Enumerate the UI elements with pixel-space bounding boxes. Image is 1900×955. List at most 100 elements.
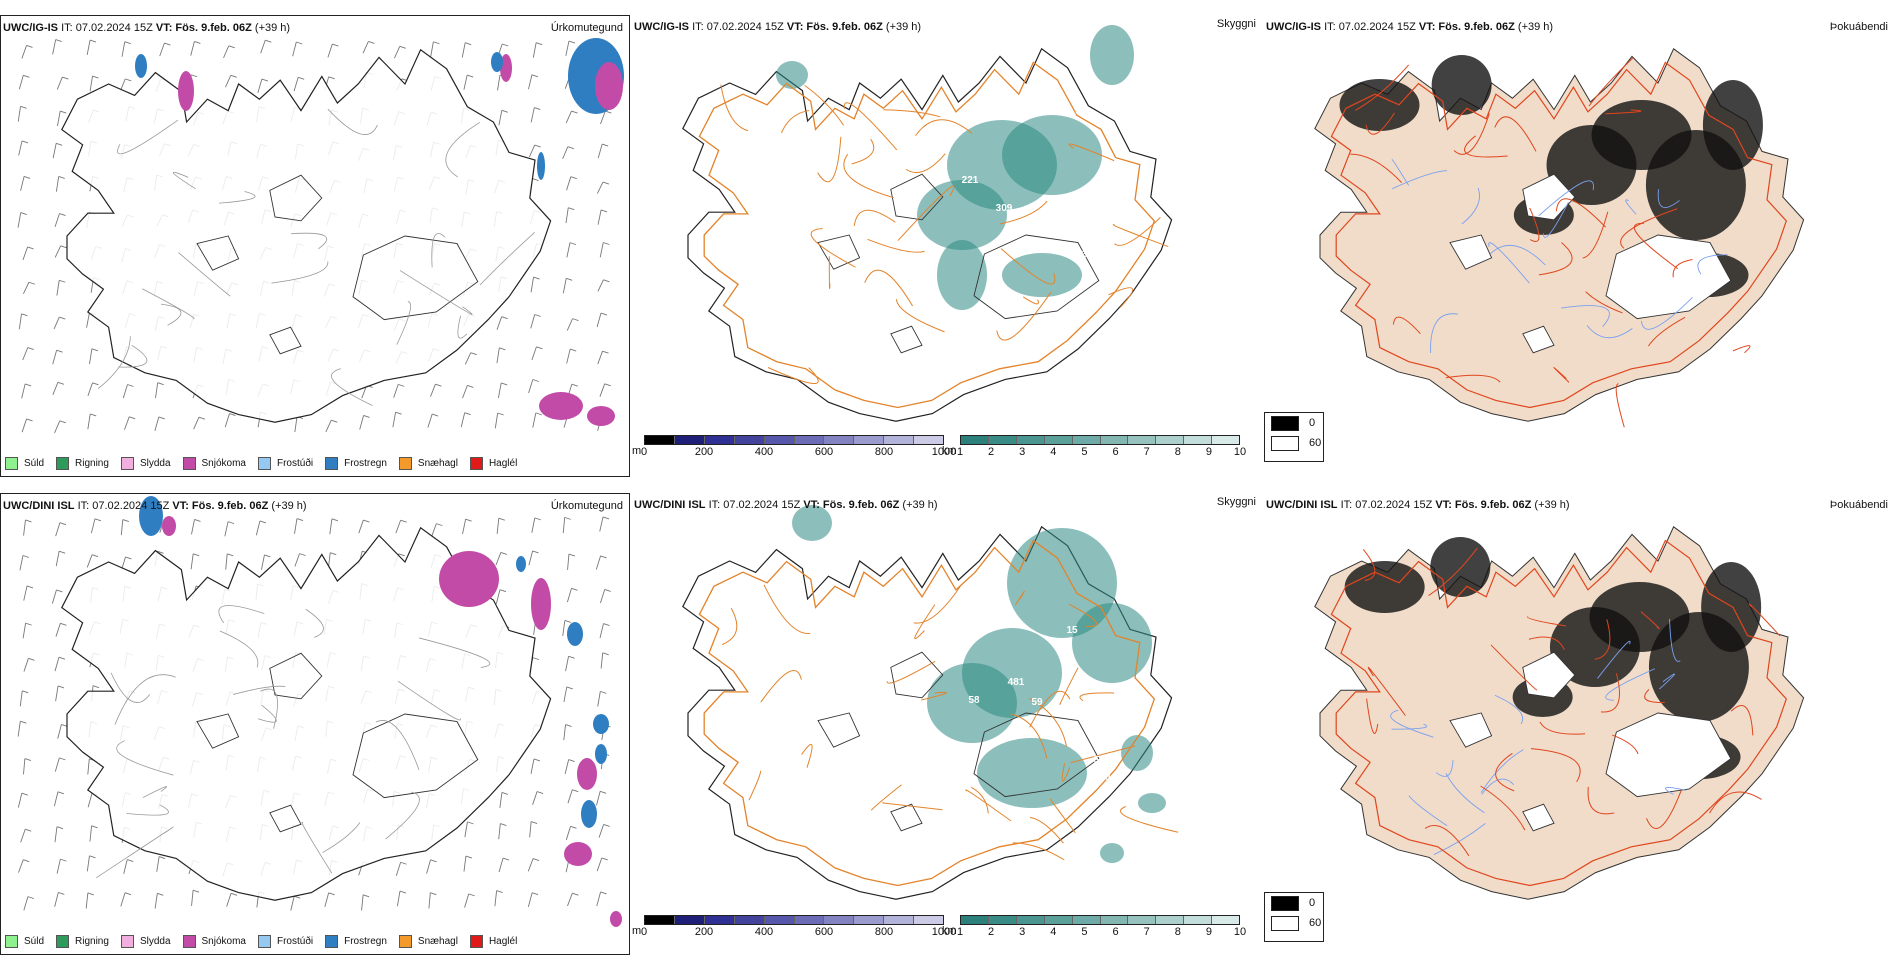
visibility-value-label: 500: [1094, 755, 1111, 766]
panel-header: UWC/DINI ISL IT: 07.02.2024 15Z VT: Fös.…: [1266, 499, 1570, 511]
wind-barb: [23, 758, 26, 775]
wind-barb: [530, 314, 536, 329]
wind-barb: [566, 176, 572, 191]
legend-item: Slydda: [120, 935, 171, 948]
glacier-area: [1449, 234, 1493, 270]
model-name: UWC/DINI ISL: [3, 500, 75, 512]
river-line: [1625, 199, 1637, 215]
wind-barb: [123, 859, 128, 874]
colorbar-cell: [1044, 916, 1073, 924]
wind-barb: [125, 78, 132, 82]
road-line: [1495, 752, 1515, 792]
road-line: [301, 821, 333, 874]
road-line: [1022, 296, 1039, 305]
road-line: [1428, 547, 1478, 597]
valid-label: VT:: [803, 499, 820, 511]
road-line: [1633, 222, 1679, 270]
road-line: [290, 232, 328, 250]
ring-road: [1330, 61, 1787, 409]
lead-time: (+39 h): [902, 499, 938, 511]
wind-barb: [572, 789, 579, 793]
wind-barb: [296, 518, 304, 521]
wind-barb: [536, 346, 543, 350]
wind-barb: [358, 519, 364, 534]
wind-barb: [465, 42, 472, 46]
road-line: [1528, 636, 1565, 651]
wind-barb: [570, 176, 577, 180]
wind-barb: [571, 110, 578, 114]
wind-barb: [563, 724, 566, 741]
init-time: IT: 07.02.2024 15Z: [77, 500, 170, 512]
road-line: [1490, 644, 1538, 691]
fog-high-area: [1702, 80, 1763, 170]
wind-barb: [27, 246, 34, 250]
colorbar-tick-label: 8: [1174, 926, 1181, 938]
wind-barb: [230, 74, 237, 78]
road-line: [1553, 367, 1570, 383]
wind-barb: [157, 382, 164, 386]
wind-barb: [532, 42, 537, 58]
height-colorbar-ticks: 0 200 400 600 800 1000: [641, 925, 956, 938]
wind-barb: [164, 42, 171, 46]
legend-swatch: [325, 935, 339, 948]
legend-label: Haglél: [488, 458, 518, 469]
wind-barb: [567, 554, 570, 570]
height-colorbar-cells: [644, 435, 944, 445]
road-line: [96, 826, 174, 879]
legend-swatch: [56, 935, 70, 948]
road-line: [1350, 153, 1402, 183]
colorbar-cell: [794, 436, 825, 444]
wind-barb: [530, 276, 534, 293]
wind-barb: [129, 416, 136, 420]
wind-barb: [464, 412, 471, 416]
wind-barb: [25, 828, 32, 832]
glacier-outline: [973, 234, 1100, 320]
low-visibility-area: [1002, 253, 1082, 297]
valid-time: Fös. 9.feb. 06Z: [806, 21, 883, 33]
colorbar-cell: [914, 916, 944, 924]
wind-barb: [55, 176, 60, 192]
low-visibility-area: [776, 61, 808, 89]
wind-barb: [567, 893, 573, 907]
valid-time: Fös. 9.feb. 06Z: [822, 499, 900, 511]
wind-barb: [56, 859, 61, 874]
road-line: [218, 605, 265, 624]
precip-area: [564, 842, 592, 866]
wind-barb: [54, 757, 60, 772]
panel-title: Úrkomutegund: [550, 22, 623, 34]
colorbar-cell: [854, 436, 885, 444]
wind-barb: [568, 655, 575, 659]
wind-barb: [465, 855, 473, 859]
wind-barb: [20, 176, 25, 191]
legend-label: Haglél: [488, 936, 518, 947]
colorbar-tick-label: 200: [694, 926, 714, 938]
road-line: [1354, 64, 1410, 111]
wind-barb: [59, 279, 66, 283]
wind-barb: [23, 585, 28, 601]
colorbar-cell: [1100, 916, 1129, 924]
wind-barb: [494, 412, 499, 429]
wind-barb: [224, 413, 230, 428]
precip-type-map-row2: [17, 496, 622, 927]
valid-label: VT:: [172, 500, 189, 512]
road-line: [1029, 816, 1064, 844]
wind-barb: [124, 416, 130, 430]
road-line: [1539, 721, 1586, 735]
wind-barb: [57, 110, 61, 127]
wind-barb: [59, 522, 67, 526]
wind-barb: [193, 416, 200, 430]
colorbar-cell: [988, 436, 1017, 444]
road-line: [1709, 791, 1762, 814]
model-name: UWC/DINI ISL: [1266, 499, 1338, 511]
wind-barb: [571, 587, 578, 591]
river-line: [1659, 673, 1675, 690]
precip-area: [516, 556, 526, 572]
wind-barb: [566, 686, 573, 690]
wind-barb: [562, 278, 567, 294]
ring-road: [1330, 539, 1787, 887]
wind-barb: [430, 41, 434, 57]
glacier-area: [1522, 651, 1576, 699]
road-line: [1014, 591, 1025, 606]
wind-barb: [22, 555, 30, 558]
wind-barb: [572, 318, 579, 322]
